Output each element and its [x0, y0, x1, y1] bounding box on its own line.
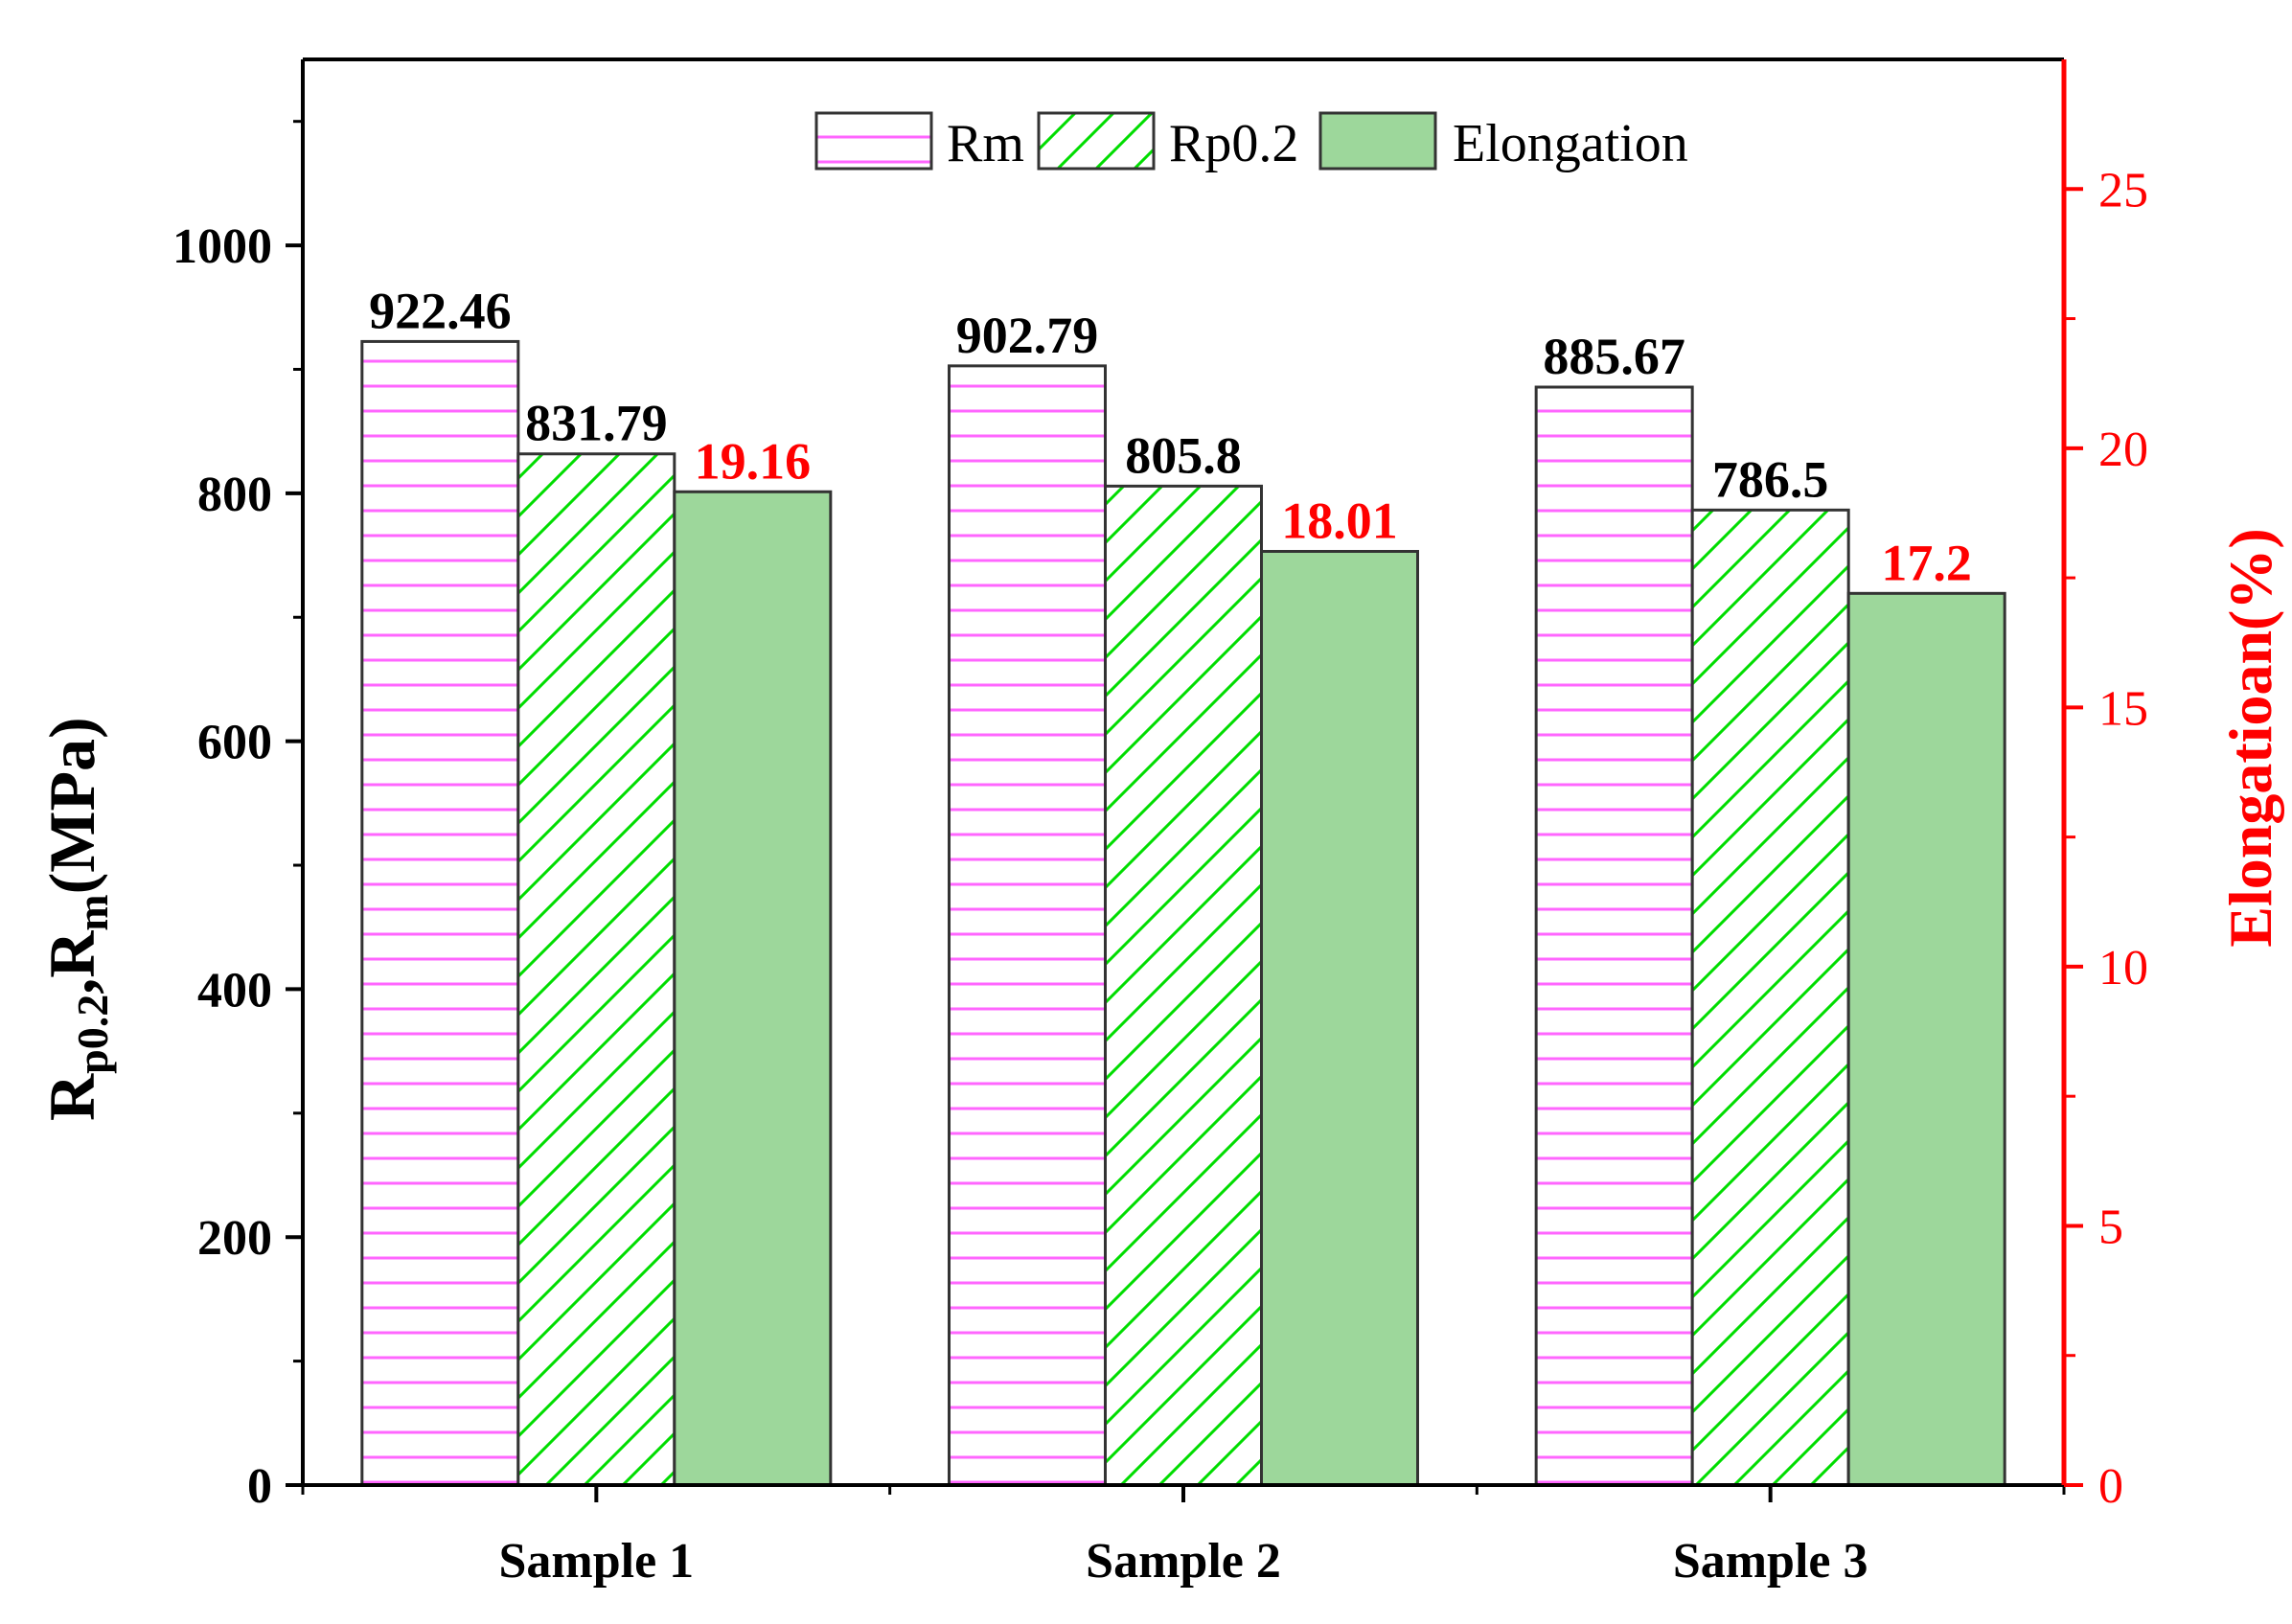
y-right-tick-label-15: 15 [2098, 681, 2148, 736]
data-label-elongation-1: 19.16 [695, 432, 812, 490]
bar-elongation-3 [1846, 591, 2006, 1487]
bar-rp-3 [1690, 508, 1850, 1487]
bar-elongation-1 [673, 490, 833, 1487]
y-right-tick-label-25: 25 [2098, 163, 2148, 217]
data-label-elongation-2: 18.01 [1281, 492, 1398, 549]
bar-rm-1 [360, 339, 520, 1487]
x-tick-label-3: Sample 3 [1673, 1534, 1868, 1589]
y-left-tick-label-0: 0 [247, 1459, 272, 1514]
y-axis-right-title: Elongatioan(%) [2216, 528, 2284, 947]
data-label-rp-2: 805.8 [1125, 426, 1242, 484]
y-right-tick-label-5: 5 [2098, 1200, 2123, 1254]
y-axis-left-title: Rp0.2,Rm(MPa) [35, 717, 117, 1121]
legend-swatch-rm [814, 111, 933, 171]
data-label-rm-2: 902.79 [956, 307, 1099, 364]
x-tick-label-1: Sample 1 [498, 1534, 694, 1589]
data-label-elongation-3: 17.2 [1881, 534, 1972, 591]
bar-rm-3 [1534, 385, 1694, 1487]
y-right-tick-label-0: 0 [2098, 1459, 2123, 1514]
legend-label-rm: Rm [947, 114, 1024, 173]
axes-layer: Sample 1 Sample 2 Sample 30200400600800100… [172, 57, 2148, 1589]
y-right-tick-label-20: 20 [2098, 423, 2148, 477]
bar-elongation-2 [1260, 549, 1419, 1487]
bar-rp-2 [1104, 484, 1263, 1487]
data-label-rp-3: 786.5 [1712, 450, 1829, 508]
bar-rp-1 [516, 452, 676, 1487]
x-tick-label-2: Sample 2 [1086, 1534, 1281, 1589]
data-label-rm-3: 885.67 [1543, 328, 1685, 385]
legend-swatch-elongation [1318, 111, 1437, 171]
y-right-tick-label-10: 10 [2098, 941, 2148, 995]
legend: Rm Rp0.2 Elongation [814, 111, 1688, 173]
legend-label-elongation: Elongation [1453, 114, 1688, 173]
data-label-rp-1: 831.79 [525, 395, 668, 452]
y-left-tick-label-600: 600 [197, 716, 272, 770]
legend-label-rp: Rp0.2 [1169, 114, 1298, 173]
y-left-tick-label-200: 200 [197, 1211, 272, 1266]
bar-rm-2 [948, 364, 1107, 1487]
bars-layer [360, 339, 2006, 1487]
legend-swatch-rp [1037, 111, 1156, 171]
data-label-rm-1: 922.46 [369, 282, 512, 339]
y-left-tick-label-400: 400 [197, 963, 272, 1018]
y-left-tick-label-800: 800 [197, 468, 272, 522]
y-left-tick-label-1000: 1000 [172, 219, 272, 274]
